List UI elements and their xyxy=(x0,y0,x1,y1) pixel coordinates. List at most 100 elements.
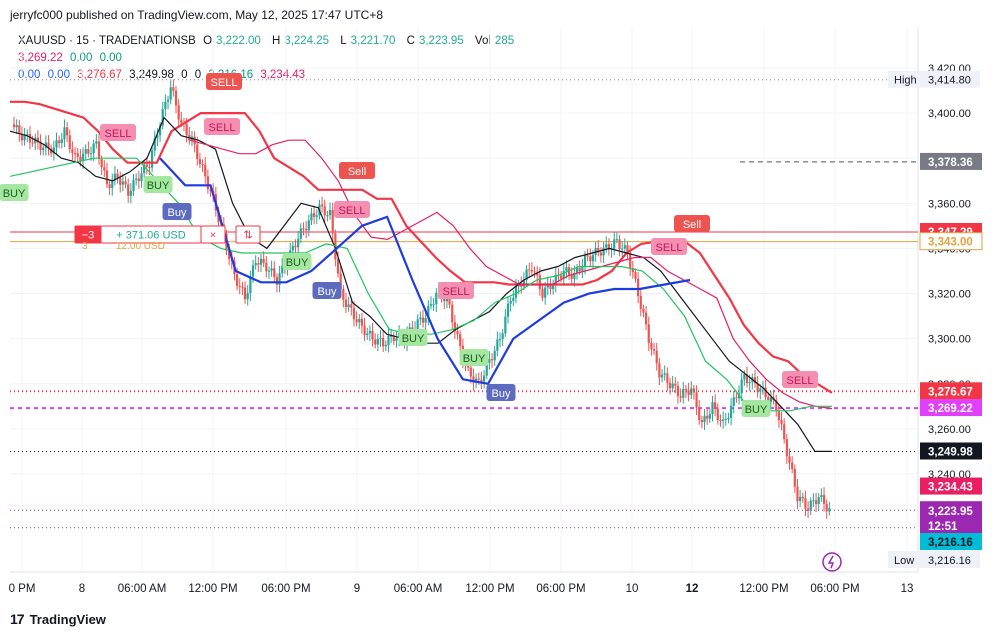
x-tick-label: 10 xyxy=(626,583,639,595)
candle-body xyxy=(15,125,18,128)
candle-body xyxy=(679,396,682,398)
candle-body xyxy=(379,337,382,339)
price-axis-label-box xyxy=(920,533,982,550)
candle-body xyxy=(583,255,587,267)
candle-body xyxy=(158,125,162,136)
candle-body xyxy=(522,279,526,287)
candle-body xyxy=(161,109,164,126)
candle-body xyxy=(743,374,746,380)
candle-body xyxy=(259,258,263,265)
price-axis-label: 3,276.67 xyxy=(928,386,973,398)
tradingview-footer: 17 TradingView xyxy=(10,611,106,627)
candle-body xyxy=(443,297,446,302)
candle-body xyxy=(634,271,637,279)
candle-body xyxy=(541,288,544,298)
y-tick-label: 3,320.00 xyxy=(928,289,971,301)
candle-body xyxy=(368,330,371,334)
indicator-line-magenta xyxy=(189,139,833,410)
x-tick-label: 06:00 AM xyxy=(394,583,443,595)
candle-body xyxy=(169,87,172,100)
candle-body xyxy=(629,252,632,269)
ind2-value: 0 xyxy=(194,69,202,81)
candle-body xyxy=(506,303,510,317)
candle-body xyxy=(663,373,666,375)
signal-marker-box xyxy=(651,238,687,255)
candle-body xyxy=(573,272,576,279)
candle-body xyxy=(198,159,202,165)
signal-marker-box xyxy=(339,162,375,179)
candle-body xyxy=(509,300,512,304)
position-close-button: × xyxy=(210,230,216,242)
price-axis-label-box xyxy=(920,152,982,170)
candle-body xyxy=(552,284,555,290)
candle-body xyxy=(342,288,345,300)
candle-body xyxy=(536,272,539,276)
candle-body xyxy=(204,164,207,177)
candle-body xyxy=(376,338,379,345)
candle-body xyxy=(429,304,433,306)
candle-body xyxy=(427,305,430,319)
signal-marker-box xyxy=(282,253,312,270)
signal-marker-box xyxy=(459,349,489,366)
candle-body xyxy=(613,239,616,249)
signal-marker-box xyxy=(486,384,516,401)
candle-body xyxy=(618,239,621,250)
candle-body xyxy=(655,350,658,364)
x-tick-label: 12:00 PM xyxy=(188,583,237,595)
candle-body xyxy=(105,170,109,185)
price-axis-label-box xyxy=(920,442,982,460)
candle-body xyxy=(419,317,422,320)
publisher-line: jerryfc000 published on TradingView.com,… xyxy=(10,8,383,22)
signal-marker-label: SELL xyxy=(211,77,238,89)
price-axis-label-box xyxy=(920,477,982,495)
candle-body xyxy=(275,277,279,285)
candle-body xyxy=(235,274,239,287)
candle-body xyxy=(92,143,95,154)
candle-body xyxy=(546,284,549,288)
candle-body xyxy=(814,500,818,505)
signal-marker-label: BUY xyxy=(745,404,768,416)
signal-marker-label: BUY xyxy=(402,333,425,345)
candle-body xyxy=(804,498,807,509)
candle-body xyxy=(660,374,664,378)
candle-body xyxy=(607,244,611,250)
candle-body xyxy=(390,335,393,337)
candle-body xyxy=(496,339,499,351)
indicator-legend-1: 3,269.22 0.00 0.00 xyxy=(18,52,126,64)
candle-body xyxy=(95,141,98,144)
candle-body xyxy=(366,333,369,336)
candle-body xyxy=(23,134,26,141)
candle-body xyxy=(278,273,281,285)
candle-body xyxy=(42,147,45,151)
candle-body xyxy=(81,153,85,161)
candle-body xyxy=(820,494,823,498)
candle-body xyxy=(196,144,199,160)
price-axis-label: 3,269.22 xyxy=(928,403,973,415)
ind2-value: 0.00 xyxy=(47,69,70,81)
candle-body xyxy=(586,255,589,257)
candle-body xyxy=(66,127,69,136)
candle-body xyxy=(347,304,350,308)
candle-body xyxy=(544,287,547,298)
candle-body xyxy=(498,339,502,341)
candle-body xyxy=(84,149,87,154)
candle-body xyxy=(488,359,491,363)
candle-body xyxy=(331,209,334,234)
candle-body xyxy=(281,265,284,274)
tradingview-brand: TradingView xyxy=(29,611,106,627)
candle-body xyxy=(793,469,796,487)
close-label: C xyxy=(406,35,415,47)
candle-body xyxy=(151,150,154,168)
candle-body xyxy=(87,149,90,154)
candle-body xyxy=(658,363,661,378)
symbol-label[interactable]: XAUUSD · 15 · TRADENATIONSB xyxy=(18,35,196,47)
position-close-button-box xyxy=(200,225,226,244)
candle-body xyxy=(652,349,656,351)
candle-body xyxy=(55,140,58,148)
candle-body xyxy=(621,248,624,250)
candle-body xyxy=(775,400,778,411)
candle-body xyxy=(806,508,810,511)
order-qty: 3 xyxy=(82,241,88,252)
candle-body xyxy=(124,181,127,185)
